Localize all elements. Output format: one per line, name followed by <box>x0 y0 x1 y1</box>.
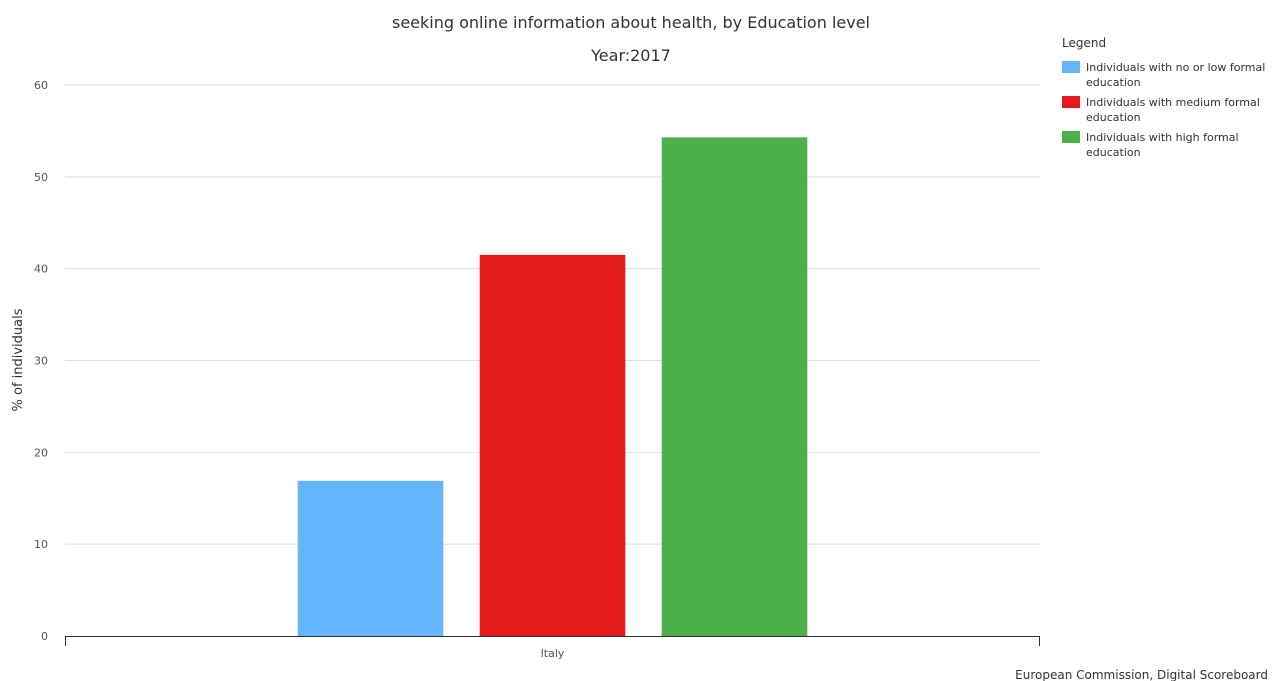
legend-item-3[interactable]: Individuals with high formal education <box>1062 131 1239 159</box>
legend-swatch <box>1062 131 1080 143</box>
legend-label: Individuals with no or low formal educati… <box>1086 61 1265 89</box>
x-tick-label: Italy <box>541 647 565 660</box>
y-axis-title: % of individuals <box>11 308 26 411</box>
x-axis: Italy <box>65 636 1040 660</box>
legend-item-2[interactable]: Individuals with medium formal education <box>1062 96 1260 124</box>
bars <box>297 137 808 636</box>
chart-subtitle: Year:2017 <box>590 46 671 65</box>
y-tick-label: 20 <box>34 446 48 459</box>
legend: Legend Individuals with no or low formal… <box>1062 36 1265 159</box>
y-tick-label: 60 <box>34 79 48 92</box>
bar-3[interactable] <box>661 137 808 636</box>
y-tick-label: 40 <box>34 263 48 276</box>
bar-1[interactable] <box>297 480 444 636</box>
y-tick-label: 0 <box>41 630 48 643</box>
legend-label: Individuals with medium formal education <box>1086 96 1260 124</box>
y-tick-label: 10 <box>34 538 48 551</box>
legend-title: Legend <box>1062 36 1106 50</box>
legend-swatch <box>1062 96 1080 108</box>
y-tick-label: 50 <box>34 171 48 184</box>
chart-title: seeking online information about health,… <box>392 13 870 32</box>
legend-swatch <box>1062 61 1080 73</box>
bar-2[interactable] <box>479 254 626 636</box>
y-axis-ticks: 0 10 20 30 40 50 60 <box>34 79 48 643</box>
legend-label: Individuals with high formal education <box>1086 131 1239 159</box>
legend-item-1[interactable]: Individuals with no or low formal educati… <box>1062 61 1265 89</box>
credit-text: European Commission, Digital Scoreboard <box>1015 668 1268 681</box>
y-tick-label: 30 <box>34 355 48 368</box>
